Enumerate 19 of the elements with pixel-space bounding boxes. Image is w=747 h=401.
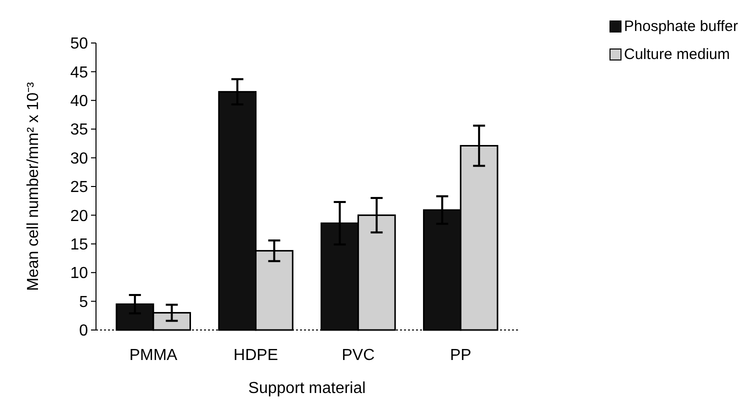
y-tick-label: 20: [70, 208, 88, 225]
y-tick-label: 25: [70, 179, 88, 196]
x-axis-title: Support material: [248, 380, 366, 397]
y-tick-label: 35: [70, 122, 88, 139]
x-tick-label: PVC: [342, 347, 375, 364]
y-tick-label: 45: [70, 64, 88, 82]
y-tick-label: 15: [70, 236, 88, 254]
y-tick-label: 5: [79, 294, 88, 311]
x-tick-label: PP: [450, 347, 472, 364]
y-tick-label: 50: [70, 36, 88, 53]
legend-label: Culture medium: [624, 46, 730, 63]
y-tick-label: 10: [70, 265, 88, 282]
y-axis-title: Mean cell number/mm² x 10⁻³: [25, 82, 42, 291]
y-tick-label: 0: [79, 322, 88, 340]
x-tick-label: PMMA: [129, 347, 178, 364]
y-tick-label: 40: [70, 93, 88, 110]
y-tick-label: 30: [70, 150, 88, 168]
x-tick-label: HDPE: [234, 347, 278, 364]
legend-label: Phosphate buffer: [624, 18, 738, 35]
